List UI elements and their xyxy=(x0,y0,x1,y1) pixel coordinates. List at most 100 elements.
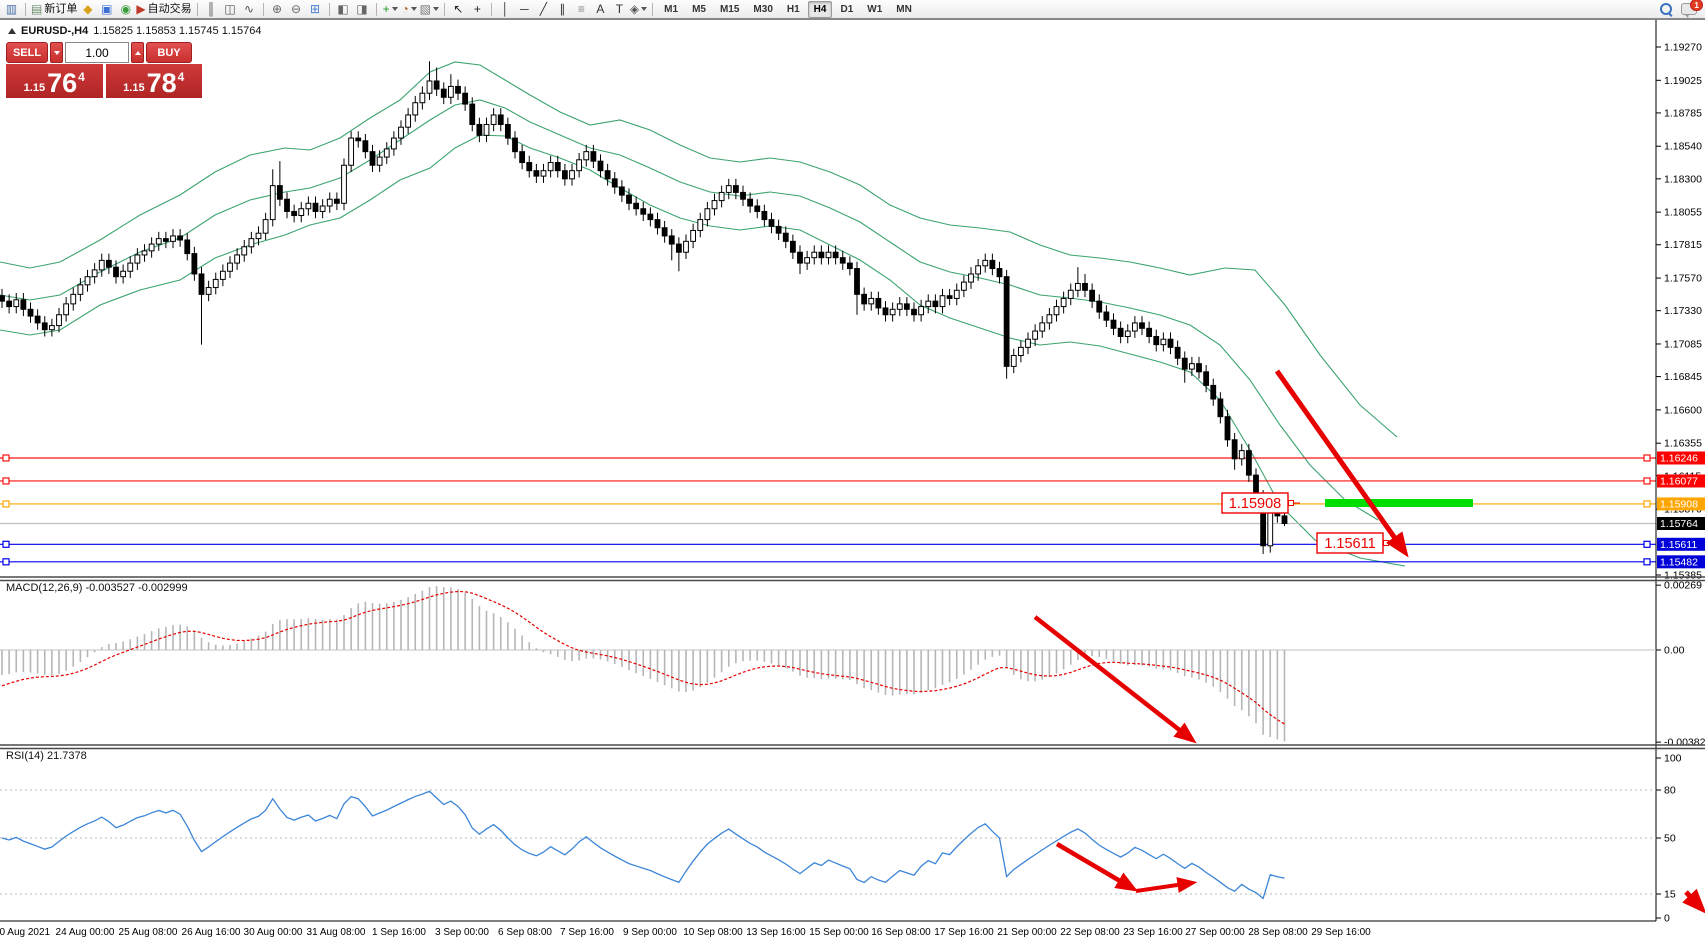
shift-icon[interactable]: ◨ xyxy=(353,1,372,18)
tile-windows-icon[interactable]: ⊞ xyxy=(306,1,325,18)
line-handle[interactable] xyxy=(1643,558,1651,566)
fibonacci-icon[interactable]: ≡ xyxy=(572,1,591,18)
line-handle[interactable] xyxy=(2,540,10,548)
line-handle[interactable] xyxy=(1643,454,1651,462)
shapes-icon[interactable]: ◈ xyxy=(629,1,648,18)
cursor-icon[interactable]: ↖ xyxy=(449,1,468,18)
bar-chart-icon[interactable]: ║ xyxy=(202,1,221,18)
annotation-labels[interactable]: 1.15908 1.15611 xyxy=(1221,492,1395,554)
sell-price[interactable]: 1.15 76 4 xyxy=(6,64,103,98)
price-badge xyxy=(1657,517,1705,531)
collapse-icon[interactable] xyxy=(8,28,16,34)
style-icon[interactable]: ◆ xyxy=(78,1,97,18)
hline-icon[interactable]: ─ xyxy=(515,1,534,18)
rsi-label: RSI(14) 21.7378 xyxy=(6,750,87,762)
price-tick-label: 1.19025 xyxy=(1664,75,1702,87)
trend-arrow-main[interactable] xyxy=(1274,369,1409,558)
data-window-icon[interactable]: ◉ xyxy=(116,1,135,18)
date-label: 31 Aug 08:00 xyxy=(307,927,366,938)
lot-size-input[interactable] xyxy=(65,42,129,63)
line-handle[interactable] xyxy=(2,477,10,485)
timeframe-m15[interactable]: M15 xyxy=(719,3,740,15)
indicators-icon[interactable]: + xyxy=(381,1,400,18)
lot-decrease-button[interactable] xyxy=(50,42,63,63)
date-label: 23 Sep 16:00 xyxy=(1123,927,1183,938)
buy-button[interactable]: BUY xyxy=(146,42,192,63)
market-watch-icon[interactable]: ▣ xyxy=(97,1,116,18)
annotation-price-label[interactable]: 1.15611 xyxy=(1324,536,1375,552)
rsi-line xyxy=(1,790,1285,900)
channel-icon[interactable]: ∥ xyxy=(553,1,572,18)
line-handle[interactable] xyxy=(2,454,10,462)
line-handle[interactable] xyxy=(2,558,10,566)
annotation-price-label[interactable]: 1.15908 xyxy=(1229,496,1281,512)
zoom-out-icon[interactable]: ⊖ xyxy=(287,1,306,18)
toolbar-separator xyxy=(652,2,654,16)
timeframe-m5[interactable]: M5 xyxy=(692,3,706,15)
line-handle[interactable] xyxy=(1643,540,1651,548)
terminal-icon[interactable]: ▥ xyxy=(2,1,21,18)
price-badge-label: 1.16077 xyxy=(1660,475,1698,487)
sell-button[interactable]: SELL xyxy=(6,42,48,63)
macd-axis-label: 0.00269 xyxy=(1664,580,1702,592)
text-label-icon[interactable]: T xyxy=(610,1,629,18)
trend-arrow-edge[interactable] xyxy=(1682,888,1705,914)
arrange-icon[interactable]: ◧ xyxy=(334,1,353,18)
line-chart-icon[interactable]: ∿ xyxy=(240,1,259,18)
crosshair-icon[interactable]: + xyxy=(468,1,487,18)
market-watch-icon: ▣ xyxy=(101,2,113,16)
line-handle[interactable] xyxy=(1643,477,1651,485)
timeframe-mn[interactable]: MN xyxy=(896,3,912,15)
price-tick-label: 1.16600 xyxy=(1664,404,1702,416)
timeframe-h4[interactable]: H4 xyxy=(807,0,833,18)
chevron-down-icon xyxy=(391,7,398,11)
lot-increase-button[interactable] xyxy=(131,42,144,63)
symbol-label: EURUSD-,H4 xyxy=(21,25,89,37)
rsi-axis-label: 100 xyxy=(1664,753,1682,765)
timeframe-m30[interactable]: M30 xyxy=(753,3,773,15)
toolbar: ▥ ▤ 新订单 ◆ ▣ ◉ ▶ 自动交易 ║ ◫ ∿ ⊕ ⊖ ⊞ ◧ ◨ + ◔ ▧ ↖ + │ ─ ╱ ∥ ≡ A T ◈ M1 M5 M1… xyxy=(0,0,1705,19)
green-highlight-zone[interactable] xyxy=(1325,499,1473,507)
price-tick-label: 1.15385 xyxy=(1664,570,1702,582)
trend-arrow-rsi-down[interactable] xyxy=(1055,842,1139,892)
date-label: 1 Sep 16:00 xyxy=(372,927,426,938)
templates-icon[interactable]: ▧ xyxy=(419,1,440,18)
macd-signal-line xyxy=(1,590,1285,725)
chat-icon[interactable]: 1 xyxy=(1681,0,1703,18)
trend-arrow-macd[interactable] xyxy=(1033,615,1197,744)
trend-arrows[interactable] xyxy=(1033,369,1705,914)
candle-chart-icon[interactable]: ◫ xyxy=(221,1,240,18)
trendline-icon[interactable]: ╱ xyxy=(534,1,553,18)
new-order-icon[interactable]: ▤ 新订单 xyxy=(30,1,78,18)
line-handle[interactable] xyxy=(2,500,10,508)
text-icon[interactable]: A xyxy=(591,1,610,18)
autotrading-icon[interactable]: ▶ 自动交易 xyxy=(135,1,192,18)
bollinger-upper xyxy=(0,61,1398,438)
chevron-down-icon xyxy=(641,7,648,11)
timeframe-d1[interactable]: D1 xyxy=(840,3,854,15)
buy-price[interactable]: 1.15 78 4 xyxy=(105,64,202,98)
channel-icon: ∥ xyxy=(559,2,566,16)
date-label: 7 Sep 16:00 xyxy=(560,927,614,938)
price-badge-label: 1.16246 xyxy=(1660,452,1698,464)
data-window-icon: ◉ xyxy=(120,2,132,16)
macd-axis-label: 0.00 xyxy=(1664,645,1685,657)
periods-icon: ◔ xyxy=(401,2,409,16)
zoom-out-icon: ⊖ xyxy=(291,2,302,16)
macd-label: MACD(12,26,9) -0.003527 -0.002999 xyxy=(6,582,188,594)
zoom-in-icon[interactable]: ⊕ xyxy=(268,1,287,18)
search-icon[interactable] xyxy=(1660,2,1673,16)
hline-icon: ─ xyxy=(520,2,529,16)
periods-icon[interactable]: ◔ xyxy=(400,1,419,18)
vline-icon[interactable]: │ xyxy=(496,1,515,18)
price-badge-label: 1.15482 xyxy=(1660,556,1698,568)
autotrading-icon: ▶ xyxy=(136,2,146,16)
timeframe-m1[interactable]: M1 xyxy=(664,3,679,15)
timeframe-w1[interactable]: W1 xyxy=(867,3,883,15)
line-handle[interactable] xyxy=(1643,500,1651,508)
trend-arrow-rsi-up[interactable] xyxy=(1135,877,1198,893)
timeframe-h1[interactable]: H1 xyxy=(786,3,800,15)
